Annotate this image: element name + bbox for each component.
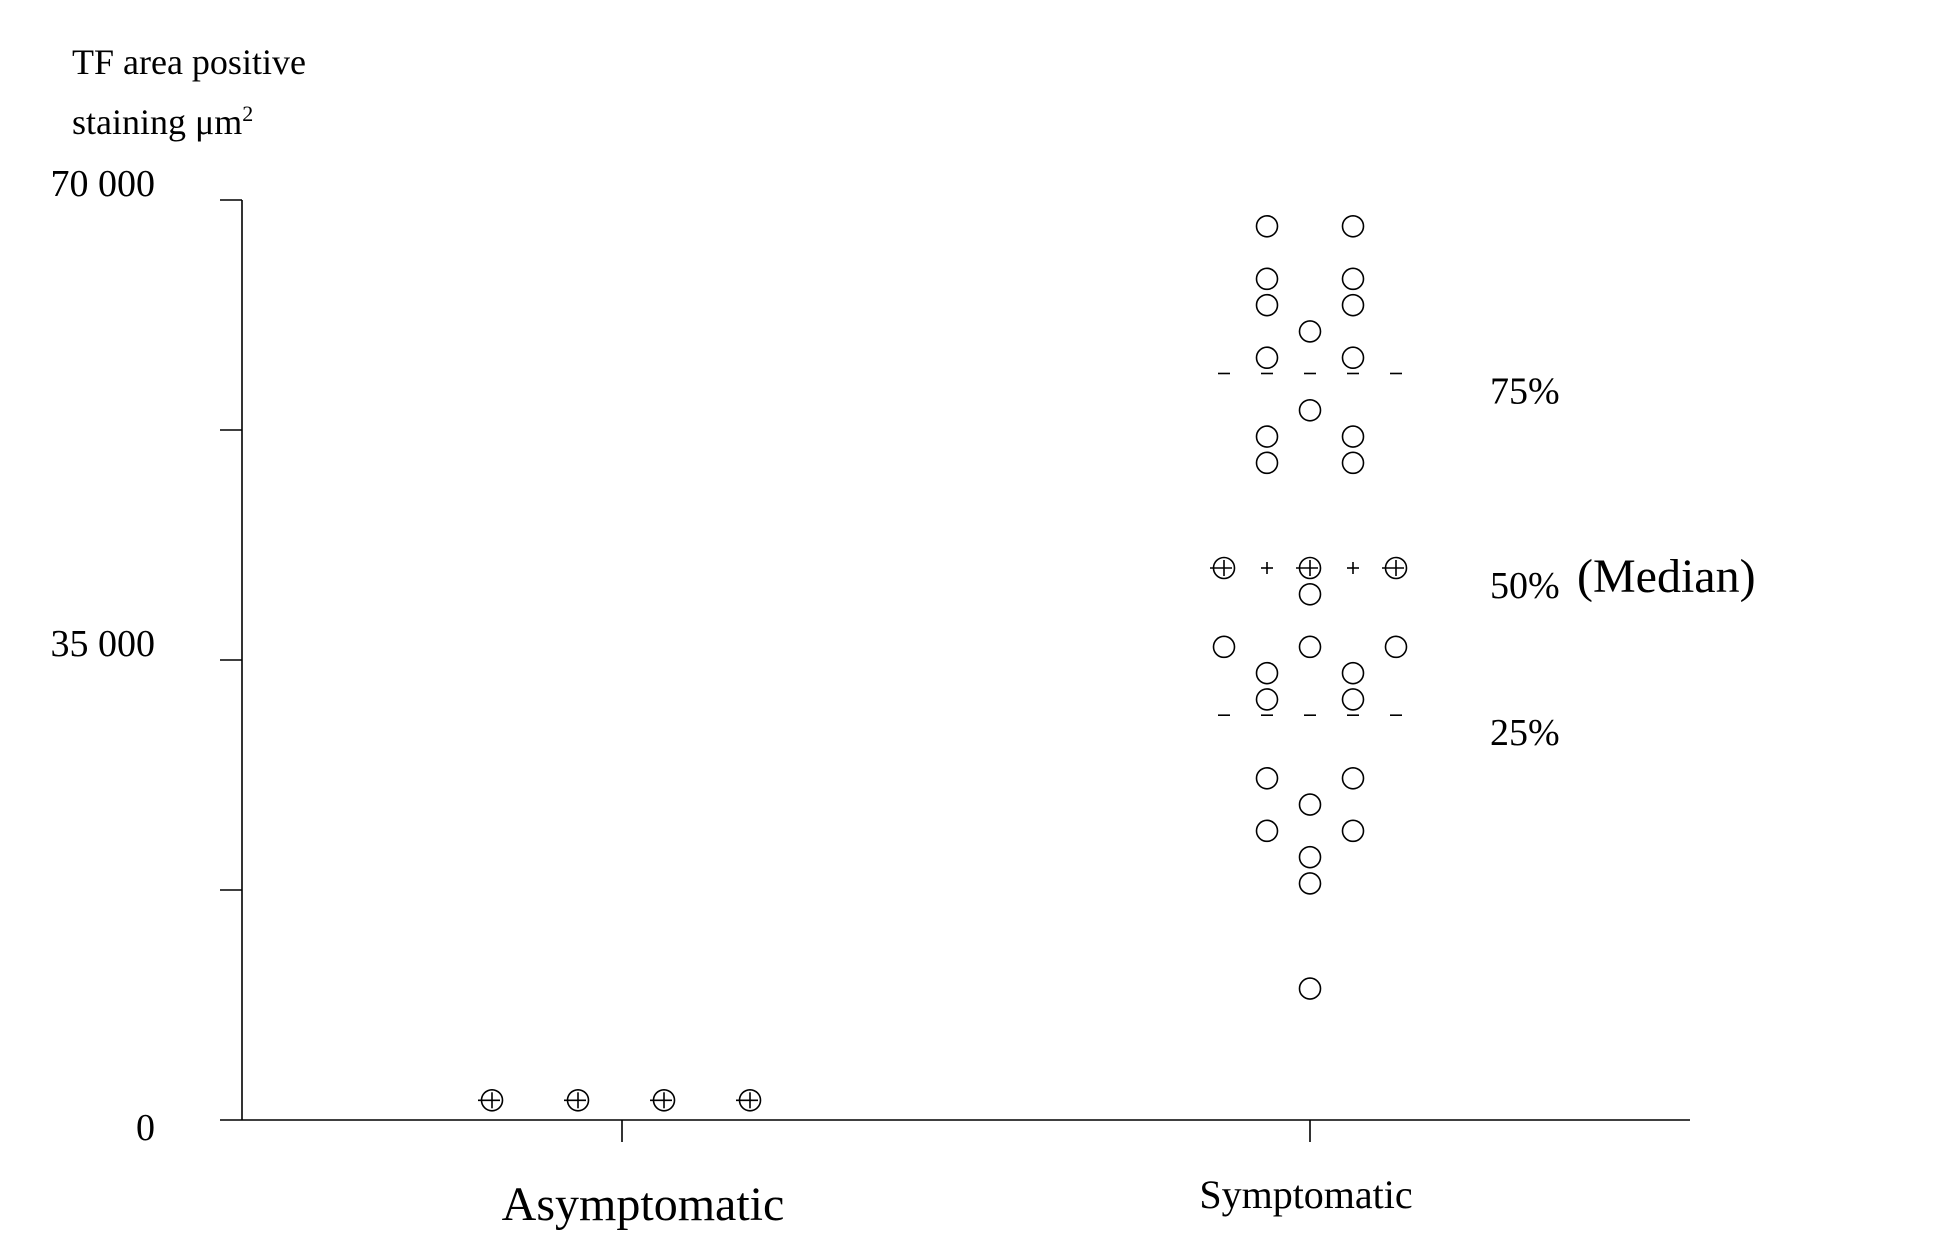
median-cross — [736, 1092, 758, 1109]
data-point — [1298, 582, 1322, 606]
data-points — [478, 214, 1408, 1112]
percentile-label: 25% — [1490, 712, 1560, 754]
data-point — [1341, 267, 1365, 291]
data-point — [1384, 635, 1408, 659]
median-cross — [650, 1092, 672, 1109]
data-point — [1298, 872, 1322, 895]
data-point — [1212, 635, 1236, 659]
y-axis-title: TF area positive staining μm2 — [72, 36, 306, 148]
data-point — [1255, 661, 1279, 685]
axis-labels: 0 35 000 70 000 Asymptomatic Symptomatic 75% 5… — [51, 163, 1756, 1231]
data-point — [1255, 766, 1279, 790]
x-tick-label: Asymptomatic — [502, 1178, 785, 1231]
data-point — [1341, 425, 1365, 448]
data-point — [1341, 293, 1365, 317]
percentile-markers — [1218, 372, 1402, 717]
data-point — [1255, 267, 1279, 291]
data-point — [1341, 346, 1365, 370]
data-point — [1298, 845, 1322, 869]
data-point — [1341, 661, 1365, 685]
y-axis-title-line2: staining μm — [72, 102, 243, 142]
data-point — [1341, 688, 1365, 711]
percentile-label-suffix: (Median) — [1577, 550, 1756, 603]
data-point — [1298, 320, 1322, 343]
data-point — [1255, 214, 1279, 238]
data-point — [1255, 819, 1279, 843]
data-point — [1255, 451, 1279, 475]
x-tick-label: Symptomatic — [1199, 1172, 1412, 1217]
data-point — [1298, 398, 1322, 422]
data-point — [1255, 346, 1279, 370]
data-point — [1255, 688, 1279, 711]
median-cross — [478, 1092, 500, 1109]
y-axis-title-exponent: 2 — [242, 101, 254, 126]
data-point — [1298, 635, 1322, 659]
data-point — [1341, 766, 1365, 790]
data-point — [1298, 977, 1322, 1000]
data-point — [1341, 819, 1365, 843]
data-point — [1298, 793, 1322, 816]
median-cross — [1382, 560, 1404, 576]
median-cross — [1296, 560, 1318, 576]
y-axis-title-line1: TF area positive — [72, 42, 306, 82]
median-cross — [1210, 560, 1232, 576]
percentile-label: 75% — [1490, 370, 1560, 412]
y-tick-label: 70 000 — [51, 163, 156, 205]
data-point — [1255, 293, 1279, 317]
percentile-label: 50% — [1490, 565, 1560, 607]
data-point — [1341, 451, 1365, 475]
median-cross — [564, 1092, 586, 1109]
axes — [220, 199, 1690, 1142]
y-tick-label: 35 000 — [51, 623, 156, 665]
data-point — [1341, 214, 1365, 238]
data-point — [1255, 425, 1279, 448]
y-tick-label: 0 — [136, 1107, 155, 1149]
